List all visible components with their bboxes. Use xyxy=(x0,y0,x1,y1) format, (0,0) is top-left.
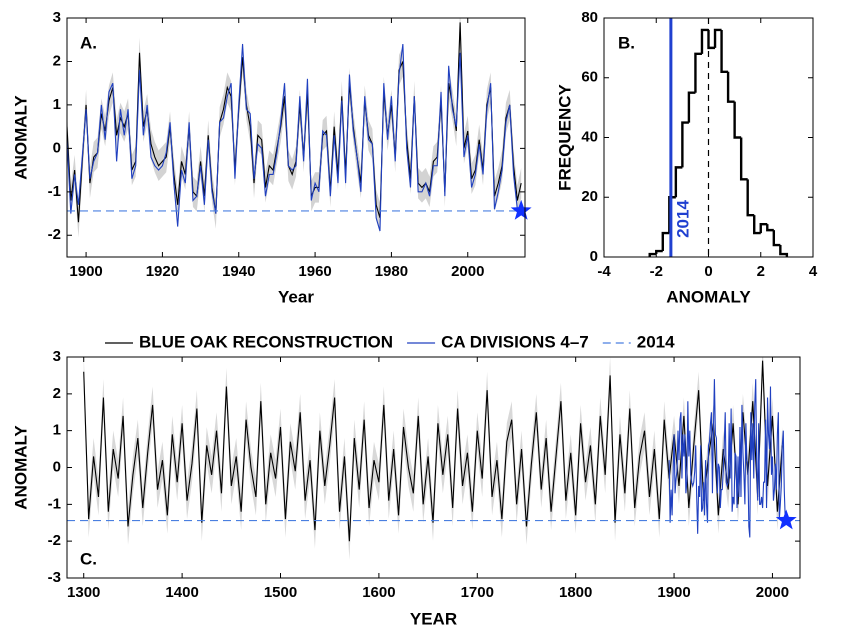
uncertainty-band xyxy=(67,18,522,238)
y-tick-label: -3 xyxy=(48,569,61,586)
histogram-bin xyxy=(681,121,689,168)
y-tick-label: 80 xyxy=(581,9,598,26)
legend-label: BLUE OAK RECONSTRUCTION xyxy=(139,332,393,351)
x-axis-title: ANOMALY xyxy=(666,287,751,306)
series-line xyxy=(668,379,787,538)
histogram-bin xyxy=(687,91,696,123)
panel-label: B. xyxy=(618,33,635,52)
histogram-bin xyxy=(674,166,683,198)
x-tick-label: -4 xyxy=(597,263,611,280)
y-axis-title: FREQUENCY xyxy=(555,83,574,190)
histogram-bin xyxy=(694,52,702,93)
histogram-bin xyxy=(746,179,755,217)
y-tick-label: 0 xyxy=(53,458,61,475)
y-tick-label: -2 xyxy=(48,226,61,243)
x-tick-label: 1400 xyxy=(165,584,198,601)
x-tick-label: 2000 xyxy=(451,263,484,280)
y-tick-label: -2 xyxy=(48,532,61,549)
y-tick-label: 2 xyxy=(53,52,61,69)
histogram-bin xyxy=(726,71,735,103)
histogram-bin xyxy=(707,29,716,50)
x-tick-label: 1940 xyxy=(222,263,255,280)
series-line xyxy=(67,44,522,232)
y-tick-label: 3 xyxy=(53,9,61,26)
x-tick-label: 1600 xyxy=(362,584,395,601)
x-tick-label: 1900 xyxy=(657,584,690,601)
histogram-bin xyxy=(759,222,768,234)
y-tick-label: 2 xyxy=(53,385,61,402)
histogram-bin xyxy=(753,215,761,235)
x-axis-title: YEAR xyxy=(410,609,457,628)
y-axis-title: ANOMALY xyxy=(11,95,30,180)
series-line xyxy=(83,360,783,542)
histogram-bin xyxy=(661,231,670,252)
x-tick-label: 1300 xyxy=(67,584,100,601)
histogram-bin xyxy=(700,28,709,54)
star-marker xyxy=(510,199,532,220)
y-tick-label: 3 xyxy=(53,348,61,365)
y-tick-label: 40 xyxy=(581,128,598,145)
histogram-bin xyxy=(668,196,676,234)
x-tick-label: 1700 xyxy=(461,584,494,601)
histogram-bin xyxy=(713,28,722,48)
plot-area xyxy=(83,357,787,560)
star-marker xyxy=(775,509,797,530)
x-tick-label: 1960 xyxy=(298,263,331,280)
histogram-bin xyxy=(655,249,663,255)
y-tick-label: 60 xyxy=(581,69,598,86)
x-tick-label: 4 xyxy=(809,263,818,280)
x-tick-label: 2 xyxy=(757,263,765,280)
plot-area xyxy=(648,18,789,257)
panel-label: A. xyxy=(80,33,97,52)
legend-label: CA DIVISIONS 4–7 xyxy=(441,332,589,351)
x-tick-label: 1900 xyxy=(69,263,102,280)
y-tick-label: -1 xyxy=(48,183,61,200)
histogram-bin xyxy=(766,224,774,232)
histogram-bin xyxy=(779,245,789,257)
plot-frame xyxy=(66,17,526,258)
y-tick-label: 1 xyxy=(53,422,61,439)
y-tick-label: 0 xyxy=(590,248,598,265)
y-tick-label: -1 xyxy=(48,495,61,512)
plot-area xyxy=(67,18,522,238)
panel-label: C. xyxy=(80,549,97,568)
x-tick-label: 1920 xyxy=(146,263,179,280)
x-tick-label: 1980 xyxy=(375,263,408,280)
histogram-bin xyxy=(739,137,748,181)
uncertainty-band xyxy=(83,357,783,560)
reference-label: 2014 xyxy=(673,200,692,238)
y-axis-title: ANOMALY xyxy=(11,425,30,510)
histogram-bin xyxy=(648,252,657,257)
histogram-bin xyxy=(720,29,729,73)
legend-label: 2014 xyxy=(637,332,675,351)
x-tick-label: 0 xyxy=(704,263,712,280)
x-axis-title: Year xyxy=(278,287,314,306)
x-tick-label: -2 xyxy=(650,263,663,280)
y-tick-label: 1 xyxy=(53,96,61,113)
y-tick-label: 0 xyxy=(53,139,61,156)
histogram-bin xyxy=(733,101,742,139)
x-tick-label: 1500 xyxy=(264,584,297,601)
x-tick-label: 1800 xyxy=(559,584,592,601)
x-tick-label: 2000 xyxy=(756,584,789,601)
y-tick-label: 20 xyxy=(581,188,598,205)
histogram-bin xyxy=(772,230,781,247)
